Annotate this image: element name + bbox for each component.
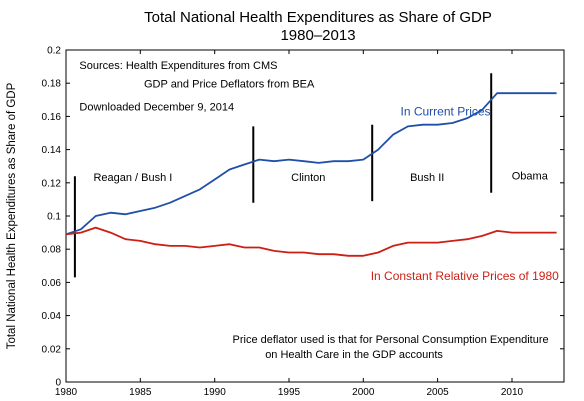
y-tick-label: 0.06 [42, 278, 62, 289]
era-label: Obama [512, 171, 549, 183]
annotation-deflator-1: Price deflator used is that for Personal… [233, 334, 549, 346]
annotation-sources-1: Sources: Health Expenditures from CMS [79, 60, 277, 72]
y-tick-label: 0.02 [42, 344, 62, 355]
x-tick-label: 1985 [129, 387, 152, 398]
chart-subtitle: 1980–2013 [280, 27, 355, 44]
era-label: Bush II [410, 172, 444, 184]
axis-ticks: 1980 1985 1990 1995 2000 2005 2010 0 0.02 0.04 0.0… [42, 46, 564, 398]
era-label: Reagan / Bush I [93, 172, 172, 184]
y-tick-label: 0.12 [42, 178, 62, 189]
annotations: Reagan / Bush I Clinton Bush II Obama Source… [79, 60, 559, 361]
annotation-sources-2: GDP and Price Deflators from BEA [144, 78, 315, 90]
x-tick-label: 2000 [352, 387, 375, 398]
series-lines [65, 92, 557, 257]
y-tick-label: 0.16 [42, 112, 62, 123]
y-tick-label: 0.04 [42, 311, 62, 322]
x-tick-label: 2005 [426, 387, 449, 398]
annotation-deflator-2: on Health Care in the GDP accounts [265, 349, 443, 361]
y-tick-label: 0.08 [42, 245, 62, 256]
x-tick-label: 1980 [55, 387, 78, 398]
x-tick-label: 1990 [204, 387, 227, 398]
y-tick-label: 0.14 [42, 145, 62, 156]
era-label: Clinton [291, 172, 325, 184]
chart-title: Total National Health Expenditures as Sh… [144, 9, 492, 26]
y-tick-label: 0.18 [42, 79, 62, 90]
annotation-downloaded: Downloaded December 9, 2014 [79, 102, 234, 114]
plot-frame [65, 49, 565, 383]
y-tick-label: 0.1 [47, 212, 61, 223]
x-tick-label: 1995 [278, 387, 301, 398]
series-line-1 [65, 226, 557, 257]
x-tick-label: 2010 [501, 387, 524, 398]
series-label-1: In Constant Relative Prices of 1980 [371, 269, 559, 283]
era-dividers [73, 73, 493, 278]
y-tick-label: 0 [55, 378, 61, 389]
y-tick-label: 0.2 [47, 46, 61, 57]
series-label-0: In Current Prices [401, 105, 491, 119]
series-line-0 [65, 92, 557, 236]
y-axis-label: Total National Health Expenditures as Sh… [6, 82, 18, 349]
